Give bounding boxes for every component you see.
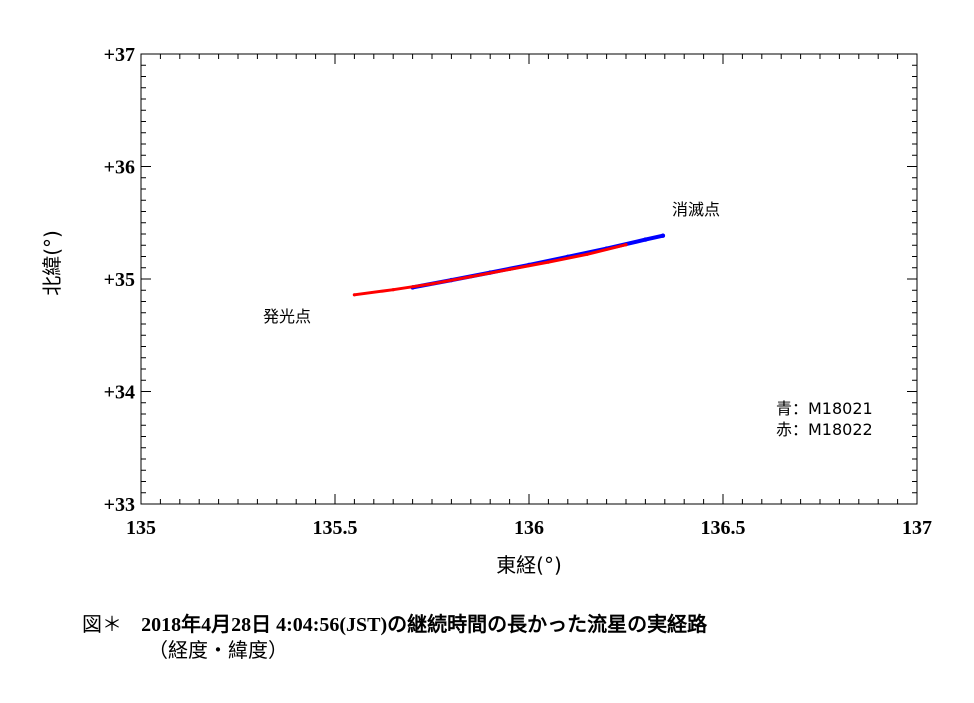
- caption-line2: （経度・緯度）: [148, 638, 288, 662]
- legend-item-m18022: 赤：M18022: [776, 420, 873, 439]
- x-tick-labels: 135 135.5 136 136.5 137: [126, 517, 932, 539]
- x-tick-label: 137: [902, 517, 932, 539]
- series-point-m18022: [469, 275, 473, 279]
- y-tick-label: +34: [104, 382, 135, 404]
- series-point-m18022: [585, 252, 589, 256]
- y-tick-label: +35: [104, 269, 135, 291]
- minor-ticks: [140, 53, 918, 505]
- y-tick-labels: +33 +34 +35 +36 +37: [104, 44, 135, 516]
- legend-item-m18021: 青：M18021: [776, 399, 873, 418]
- series-point-m18021: [660, 233, 666, 238]
- series-point-m18022: [430, 282, 434, 286]
- series-point-m18022: [508, 267, 512, 271]
- x-tick-label: 135.5: [313, 517, 358, 539]
- caption-line1: 図＊ 2018年4月28日 4:04:56(JST)の継続時間の長かった流星の実…: [82, 612, 707, 638]
- series-point-m18022: [352, 293, 356, 297]
- annotation-end: 消滅点: [672, 200, 720, 219]
- x-tick-label: 136.5: [701, 517, 746, 539]
- y-tick-label: +33: [104, 494, 135, 516]
- chart: 135 135.5 136 136.5 137 +33 +34 +35 +36 +37 東経(°…: [40, 44, 932, 577]
- series-point-m18022: [546, 260, 551, 264]
- caption-prefix: 図＊: [82, 612, 122, 636]
- series-layer: [352, 233, 666, 297]
- series-line-m18022: [352, 243, 628, 297]
- y-tick-label: +36: [104, 157, 135, 179]
- series-point-m18022: [624, 243, 628, 247]
- caption-date: 2018年4月28日 4:04:56(JST)の継続時間の長かった流星の実経路: [141, 614, 708, 636]
- figure-caption: 図＊ 2018年4月28日 4:04:56(JST)の継続時間の長かった流星の実…: [82, 612, 707, 663]
- x-axis-title: 東経(°): [496, 553, 562, 577]
- y-tick-label: +37: [104, 44, 135, 66]
- x-tick-label: 136: [514, 517, 544, 539]
- x-tick-label: 135: [126, 517, 156, 539]
- series-point-m18022: [391, 288, 395, 292]
- y-axis-title: 北緯(°): [40, 230, 64, 296]
- series-point-m18021: [643, 237, 648, 242]
- annotation-start: 発光点: [263, 307, 311, 326]
